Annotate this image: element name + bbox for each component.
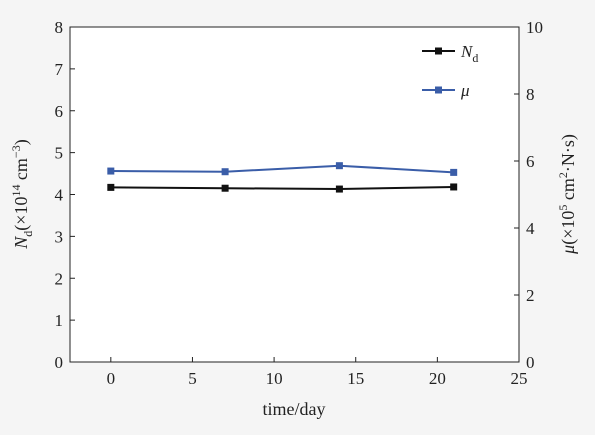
y-left-tick-label: 2 (55, 269, 64, 288)
x-tick-label: 20 (429, 369, 446, 388)
data-point-nd (107, 183, 115, 191)
y-right-tick-label: 2 (526, 286, 535, 305)
legend-label: Nd (460, 42, 478, 65)
y-left-tick-label: 5 (55, 144, 64, 163)
x-axis-label: time/day (263, 399, 326, 419)
x-tick-label: 5 (188, 369, 197, 388)
y-left-tick-label: 6 (55, 102, 64, 121)
legend-label: μ (460, 81, 470, 100)
x-tick-label: 15 (347, 369, 364, 388)
y-right-tick-label: 0 (526, 353, 535, 372)
data-point-mu (107, 167, 115, 175)
y-left-tick-label: 0 (55, 353, 64, 372)
y-axis-label-right: μ(×105 cm2·N·s) (556, 134, 579, 255)
data-point-nd (335, 185, 343, 193)
y-left-tick-label: 3 (55, 227, 64, 246)
y-right-tick-label: 8 (526, 85, 535, 104)
x-tick-label: 25 (511, 369, 528, 388)
legend-marker (435, 86, 442, 94)
data-point-mu (335, 162, 343, 170)
y-left-tick-label: 7 (55, 60, 64, 79)
y-left-tick-label: 4 (55, 186, 64, 205)
x-tick-label: 0 (107, 369, 116, 388)
y-left-tick-label: 1 (55, 311, 64, 330)
series-line-mu (110, 164, 454, 174)
y-left-tick-label: 8 (55, 18, 64, 37)
x-tick-label: 10 (266, 369, 283, 388)
y-axis-label-left: Nd(×1014 cm−3) (9, 139, 35, 249)
data-point-nd (450, 183, 458, 191)
y-right-tick-label: 6 (526, 152, 535, 171)
data-point-nd (221, 184, 229, 192)
series-line-nd (110, 185, 454, 191)
legend-marker (435, 47, 442, 55)
data-point-mu (450, 168, 458, 176)
y-right-tick-label: 4 (526, 219, 535, 238)
y-right-tick-label: 10 (526, 18, 543, 37)
data-point-mu (221, 168, 229, 176)
plot-area (69, 26, 520, 363)
